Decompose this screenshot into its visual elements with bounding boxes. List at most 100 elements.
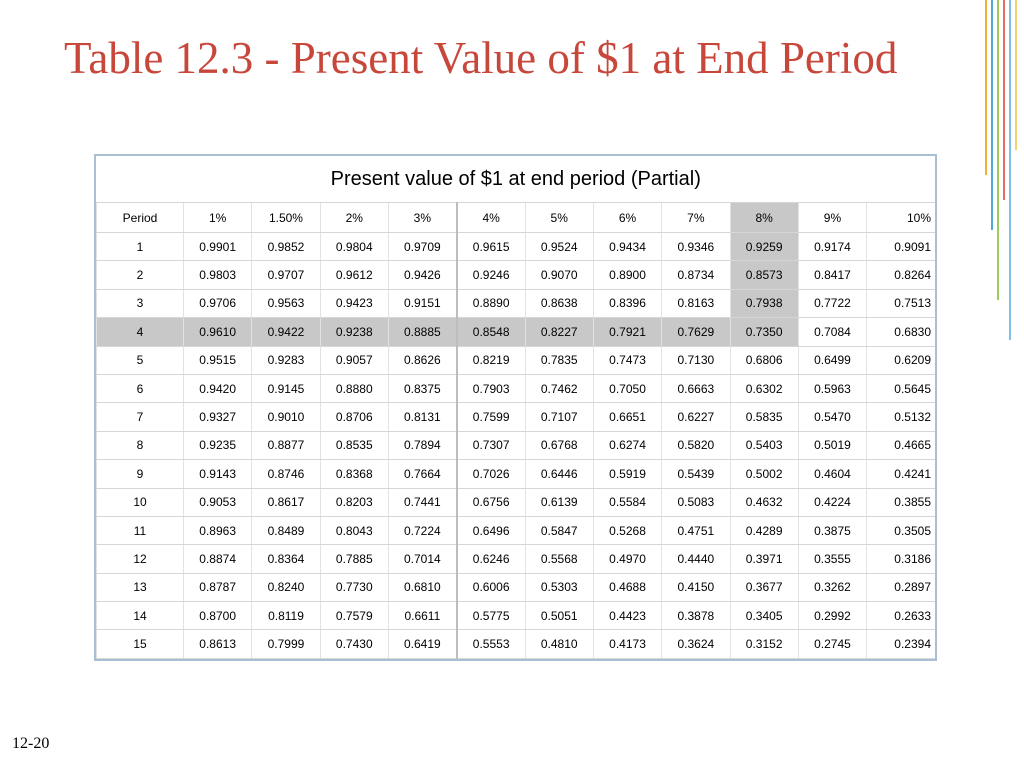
table-row: 6 0.9420 0.9145 0.8880 0.8375 0.7903 0.7462 0.7… xyxy=(96,374,935,404)
cell: 0.3555 xyxy=(797,544,867,574)
table-row: 4 0.9610 0.9422 0.9238 0.8885 0.8548 0.8227 0.7… xyxy=(96,317,935,347)
cell: 0.4241 xyxy=(866,459,935,489)
cell: 0.4604 xyxy=(797,459,867,489)
table-row: 8 0.9235 0.8877 0.8535 0.7894 0.7307 0.6768 0.6… xyxy=(96,431,935,461)
cell: 10 xyxy=(96,488,184,517)
cell: 0.4289 xyxy=(729,516,799,546)
cell: 0.5019 xyxy=(797,431,867,461)
header-row: Period 1% 1.50% 2% 3% 4% 5% 6% 7% 8% 9% 10% xyxy=(96,202,935,233)
cell: 0.8963 xyxy=(182,516,252,546)
cell: 0.7921 xyxy=(592,317,662,347)
cell: 0.5083 xyxy=(661,488,730,517)
cell: 0.7307 xyxy=(455,431,526,461)
cell: 0.6419 xyxy=(387,629,457,659)
cell: 0.7664 xyxy=(387,459,457,489)
cell: 0.8900 xyxy=(592,260,662,290)
table: Present value of $1 at end period (Parti… xyxy=(96,156,935,659)
cell: 0.9057 xyxy=(319,346,389,375)
cell: 0.6227 xyxy=(661,402,730,432)
cell: 0.7026 xyxy=(455,459,526,489)
cell: 0.9563 xyxy=(251,289,321,319)
cell: 0.7473 xyxy=(592,346,662,375)
cell: 0.8368 xyxy=(319,459,389,489)
header-cell: Period xyxy=(96,202,184,233)
cell: 0.6274 xyxy=(592,431,662,461)
cell: 0.9709 xyxy=(387,232,457,262)
cell: 0.7903 xyxy=(455,374,526,404)
cell: 0.7885 xyxy=(319,544,389,574)
cell: 7 xyxy=(96,402,184,432)
cell: 13 xyxy=(96,573,184,603)
cell: 0.7084 xyxy=(797,317,867,347)
table-row: 5 0.9515 0.9283 0.9057 0.8626 0.8219 0.7835 0.7… xyxy=(96,346,935,375)
table-body: Present value of $1 at end period (Parti… xyxy=(96,156,935,659)
cell: 0.8617 xyxy=(251,488,321,517)
cell: 0.3186 xyxy=(866,544,935,574)
cell: 0.7050 xyxy=(592,374,662,404)
cell: 0.9434 xyxy=(592,232,662,262)
cell: 0.9145 xyxy=(251,374,321,404)
cell: 0.2992 xyxy=(797,601,867,631)
cell: 0.8706 xyxy=(319,402,389,432)
cell: 0.9238 xyxy=(319,317,389,347)
header-cell: 8% xyxy=(729,202,799,233)
cell: 0.7938 xyxy=(729,289,799,319)
cell: 0.5268 xyxy=(592,516,662,546)
header-cell: 4% xyxy=(455,202,526,233)
cell: 0.4665 xyxy=(866,431,935,461)
cell: 0.6496 xyxy=(455,516,526,546)
cell: 0.4440 xyxy=(661,544,730,574)
cell: 0.9143 xyxy=(182,459,252,489)
cell: 0.9707 xyxy=(251,260,321,290)
cell: 0.8746 xyxy=(251,459,321,489)
cell: 0.5568 xyxy=(524,544,594,574)
cell: 0.4751 xyxy=(661,516,730,546)
table-row: 12 0.8874 0.8364 0.7885 0.7014 0.6246 0.5568 0.… xyxy=(96,544,935,574)
cell: 0.7730 xyxy=(319,573,389,603)
cell: 12 xyxy=(96,544,184,574)
header-cell: 5% xyxy=(524,202,594,233)
table-caption: Present value of $1 at end period (Parti… xyxy=(96,156,935,203)
cell: 0.9174 xyxy=(797,232,867,262)
cell: 0.3405 xyxy=(729,601,799,631)
cell: 0.8890 xyxy=(455,289,526,319)
cell: 0.8375 xyxy=(387,374,457,404)
cell: 0.5303 xyxy=(524,573,594,603)
cell: 0.6810 xyxy=(387,573,457,603)
cell: 0.3152 xyxy=(729,629,799,659)
cell: 0.8043 xyxy=(319,516,389,546)
cell: 0.5002 xyxy=(729,459,799,489)
header-cell: 9% xyxy=(797,202,867,233)
cell: 0.8240 xyxy=(251,573,321,603)
cell: 0.8364 xyxy=(251,544,321,574)
cell: 0.5820 xyxy=(661,431,730,461)
cell: 0.9151 xyxy=(387,289,457,319)
cell: 0.6830 xyxy=(866,317,935,347)
cell: 0.7513 xyxy=(866,289,935,319)
cell: 1 xyxy=(96,232,184,262)
table-row: 1 0.9901 0.9852 0.9804 0.9709 0.9615 0.9524 0.9… xyxy=(96,232,935,262)
cell: 0.5553 xyxy=(455,629,526,659)
cell: 0.6756 xyxy=(455,488,526,517)
cell: 0.9852 xyxy=(251,232,321,262)
cell: 0.4423 xyxy=(592,601,662,631)
cell: 0.2745 xyxy=(797,629,867,659)
cell: 0.6246 xyxy=(455,544,526,574)
cell: 11 xyxy=(96,516,184,546)
cell: 0.8880 xyxy=(319,374,389,404)
cell: 0.9612 xyxy=(319,260,389,290)
cell: 0.3624 xyxy=(661,629,730,659)
cell: 0.9610 xyxy=(182,317,252,347)
cell: 0.6139 xyxy=(524,488,594,517)
cell: 0.5470 xyxy=(797,402,867,432)
cell: 0.5775 xyxy=(455,601,526,631)
cell: 0.5645 xyxy=(866,374,935,404)
cell: 0.9327 xyxy=(182,402,252,432)
header-cell: 1.50% xyxy=(251,202,321,233)
cell: 0.8877 xyxy=(251,431,321,461)
cell: 8 xyxy=(96,431,184,461)
cell: 0.6611 xyxy=(387,601,457,631)
cell: 0.7130 xyxy=(661,346,730,375)
cell: 5 xyxy=(96,346,184,375)
